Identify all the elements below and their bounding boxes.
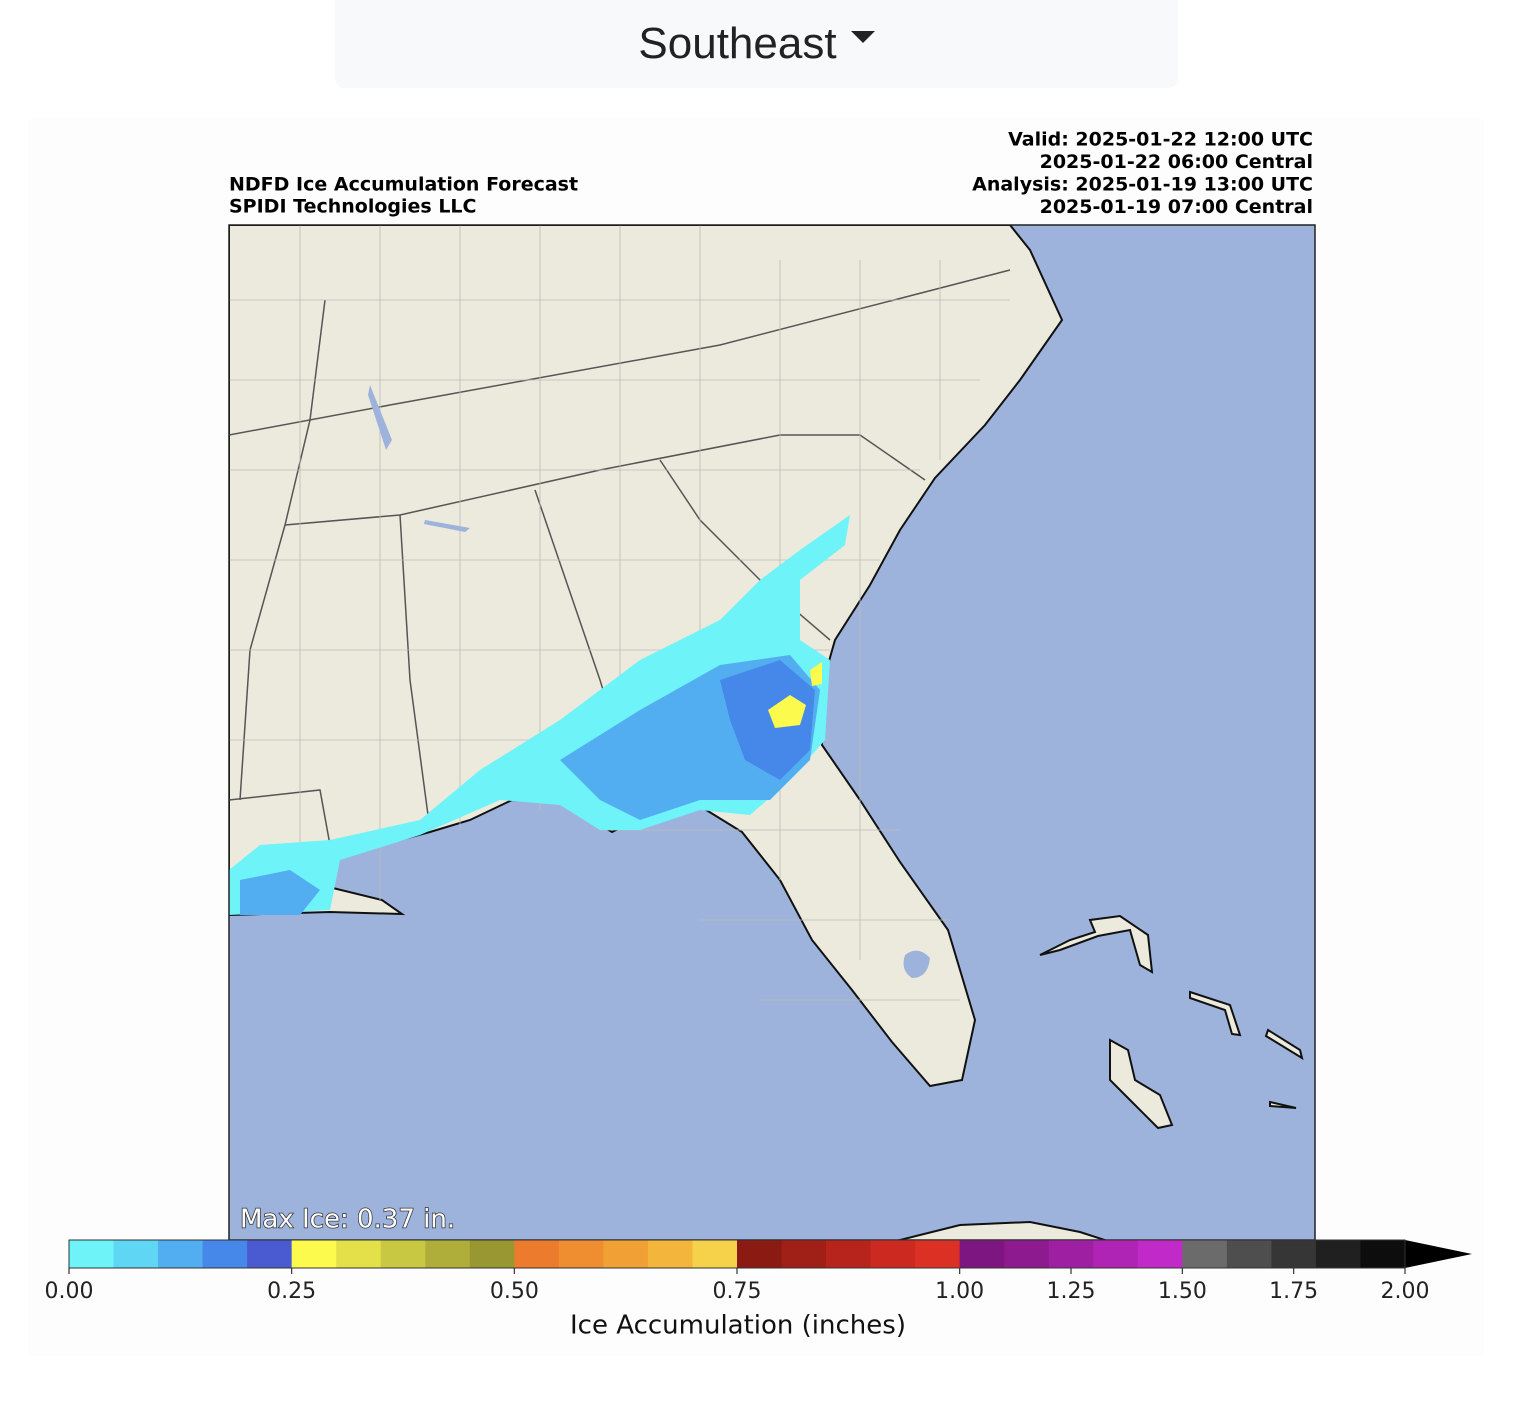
- colorbar-segment: [826, 1240, 872, 1268]
- colorbar-segment: [647, 1240, 693, 1268]
- colorbar-segment: [1360, 1240, 1406, 1268]
- colorbar-segment: [1226, 1240, 1272, 1268]
- time-line: Analysis: 2025-01-19 13:00 UTC: [972, 174, 1313, 196]
- title-line: NDFD Ice Accumulation Forecast: [229, 174, 578, 196]
- max-ice-annotation: Max Ice: 0.37 in.: [240, 1205, 455, 1235]
- islands: [1039, 914, 1304, 1130]
- tick-label: 0.75: [713, 1279, 762, 1304]
- tick-label: 0.00: [45, 1279, 94, 1304]
- caret: [850, 31, 875, 43]
- colorbar-segment: [113, 1240, 159, 1268]
- colorbar: 0.00 0.25 0.50 0.75 1.00 1.25 1.50 1.75 2.00: [45, 1239, 1472, 1304]
- tick-label: 1.25: [1047, 1279, 1096, 1304]
- colorbar-segment: [158, 1240, 204, 1268]
- colorbar-segment: [1182, 1240, 1228, 1268]
- colorbar-segment: [1048, 1240, 1094, 1268]
- colorbar-segment: [514, 1240, 560, 1268]
- colorbar-segment: [1093, 1240, 1139, 1268]
- colorbar-extend: [1405, 1240, 1472, 1268]
- colorbar-segment: [291, 1240, 337, 1268]
- colorbar-segment: [202, 1240, 248, 1268]
- ice-high: [768, 662, 822, 728]
- dropdown-label: Southeast: [638, 19, 837, 68]
- colorbar-segment: [558, 1240, 604, 1268]
- colorbar-segment: [69, 1240, 115, 1268]
- tick-label: 1.50: [1158, 1279, 1207, 1304]
- region-dropdown[interactable]: Southeast: [335, 0, 1178, 88]
- colorbar-segment: [692, 1240, 738, 1268]
- ice-heavy: [720, 660, 815, 780]
- colorbar-segment: [737, 1240, 783, 1268]
- colorbar-segment: [1315, 1240, 1361, 1268]
- tick-label: 2.00: [1381, 1279, 1430, 1304]
- map: [229, 225, 1315, 1240]
- time-line: 2025-01-19 07:00 Central: [1040, 196, 1313, 218]
- time-line: Valid: 2025-01-22 12:00 UTC: [1008, 129, 1313, 151]
- colorbar-segment: [380, 1240, 426, 1268]
- time-line: 2025-01-22 06:00 Central: [1040, 151, 1313, 173]
- colorbar-segment: [603, 1240, 649, 1268]
- colorbar-segment: [1004, 1240, 1050, 1268]
- title-line: SPIDI Technologies LLC: [229, 196, 476, 218]
- cuba: [895, 1220, 1108, 1240]
- colorbar-label: Ice Accumulation (inches): [570, 1311, 906, 1341]
- colorbar-segment: [469, 1240, 515, 1268]
- colorbar-segment: [336, 1240, 382, 1268]
- tick-label: 0.25: [267, 1279, 316, 1304]
- colorbar-segment: [1137, 1240, 1183, 1268]
- colorbar-segment: [1271, 1240, 1317, 1268]
- tick-label: 0.50: [490, 1279, 539, 1304]
- colorbar-segment: [959, 1240, 1005, 1268]
- colorbar-segment: [425, 1240, 471, 1268]
- colorbar-segment: [781, 1240, 827, 1268]
- ice-medium: [240, 655, 820, 915]
- colorbar-segment: [870, 1240, 916, 1268]
- tick-label: 1.75: [1269, 1279, 1318, 1304]
- tick-label: 1.00: [935, 1279, 984, 1304]
- colorbar-segment: [915, 1240, 961, 1268]
- colorbar-segment: [247, 1240, 293, 1268]
